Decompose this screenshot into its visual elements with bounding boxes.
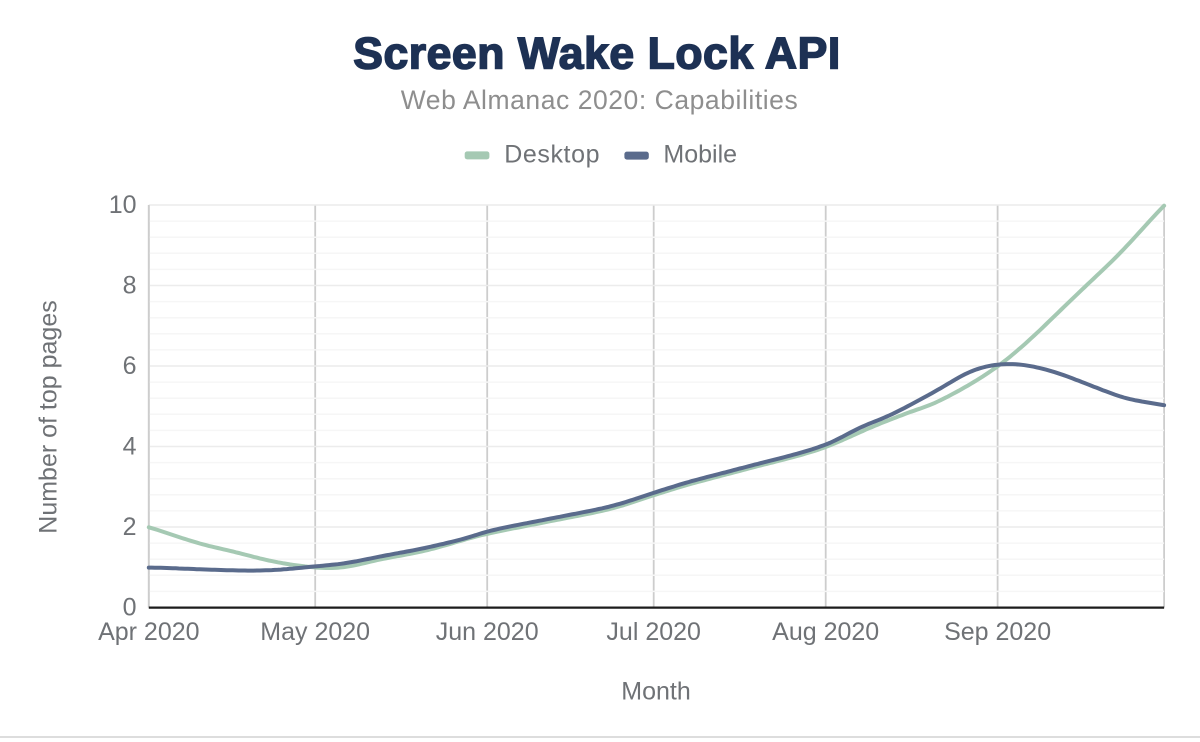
svg-text:Jun 2020: Jun 2020 xyxy=(436,618,539,646)
svg-text:Jul 2020: Jul 2020 xyxy=(606,618,701,646)
svg-text:2: 2 xyxy=(123,513,137,541)
svg-text:Aug 2020: Aug 2020 xyxy=(772,618,879,646)
svg-text:Sep 2020: Sep 2020 xyxy=(944,618,1051,646)
svg-text:10: 10 xyxy=(109,191,137,219)
svg-text:8: 8 xyxy=(123,271,137,299)
svg-text:Number of top pages: Number of top pages xyxy=(35,300,63,533)
svg-text:6: 6 xyxy=(123,352,137,380)
svg-text:Month: Month xyxy=(621,678,690,706)
svg-text:Web Almanac 2020: Capabilities: Web Almanac 2020: Capabilities xyxy=(401,85,799,115)
svg-text:May 2020: May 2020 xyxy=(260,618,370,646)
svg-text:4: 4 xyxy=(123,432,137,460)
svg-text:Desktop: Desktop xyxy=(504,140,600,168)
svg-text:0: 0 xyxy=(123,593,137,621)
svg-text:Apr 2020: Apr 2020 xyxy=(98,618,199,646)
svg-text:Screen Wake Lock API: Screen Wake Lock API xyxy=(353,29,841,78)
svg-text:Mobile: Mobile xyxy=(663,140,737,168)
